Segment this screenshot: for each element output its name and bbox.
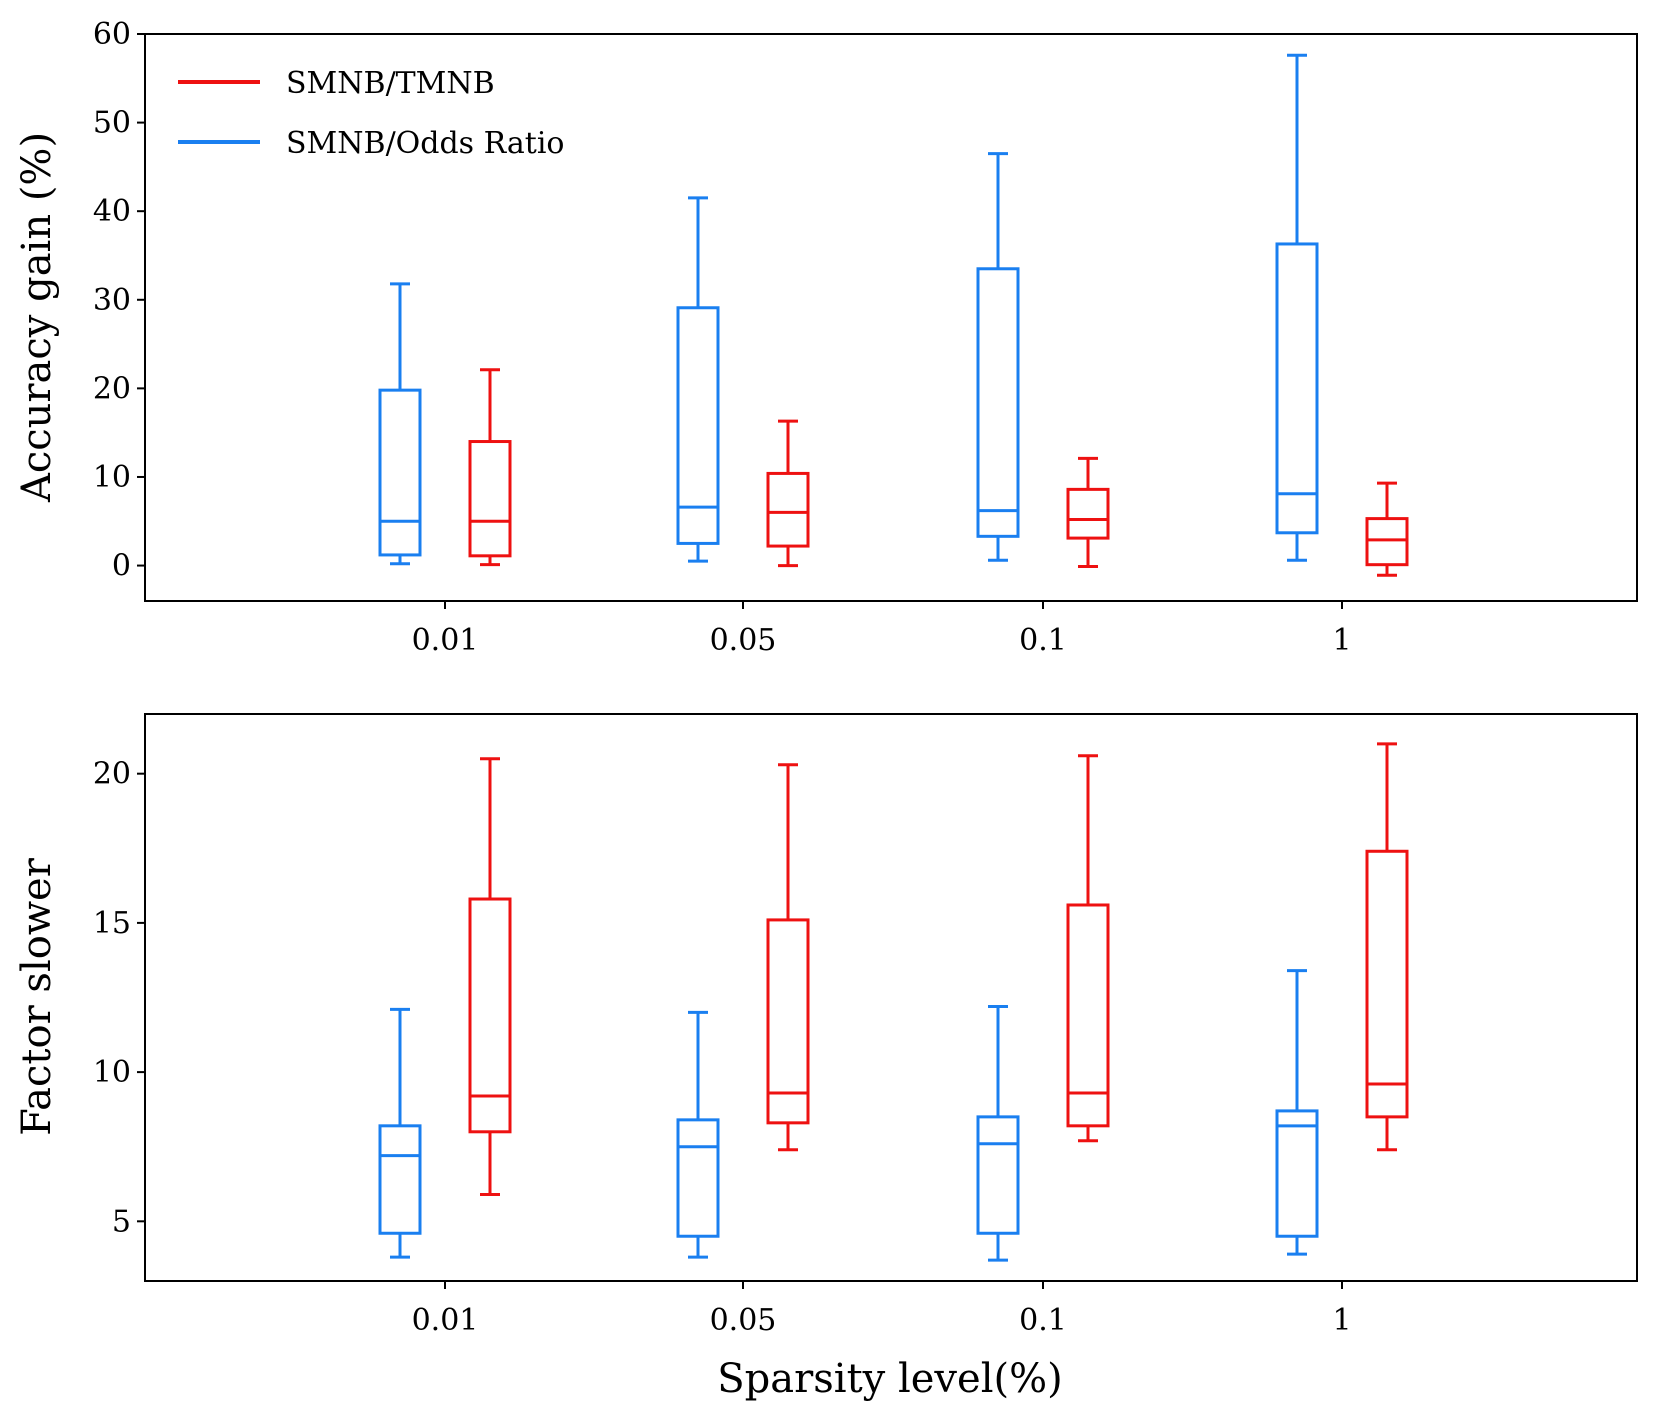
legend-label-smnb-odds-ratio: SMNB/Odds Ratio	[286, 126, 564, 161]
top-y-tick-label: 10	[93, 460, 131, 495]
top-box-smnb-odds-ratio-3	[1275, 53, 1319, 562]
box-body	[1275, 242, 1319, 535]
top-y-tick-label: 60	[93, 17, 131, 52]
bottom-plot-frame	[144, 713, 1638, 1282]
box-body	[378, 1124, 422, 1235]
top-y-tick-label: 40	[93, 194, 131, 229]
bottom-y-tick-label: 10	[93, 1055, 131, 1090]
top-y-tick-label: 50	[93, 106, 131, 141]
bottom-x-tick-label: 0.05	[710, 1303, 777, 1338]
box-body	[378, 388, 422, 557]
bottom-y-ticks: 5 10 15 20	[93, 757, 145, 1239]
box-body	[1066, 487, 1110, 540]
box-body	[1275, 1109, 1319, 1238]
top-box-smnb-odds-ratio-0	[378, 282, 422, 566]
top-box-smnb-tmnb-0	[468, 368, 512, 567]
top-x-tick-label: 0.1	[1019, 623, 1067, 658]
box-body	[976, 1115, 1020, 1235]
top-x-tick-label: 0.05	[710, 623, 777, 658]
top-y-ticks: 0 10 20 30 40 50 60	[93, 17, 145, 584]
bottom-x-tick-label: 0.01	[412, 1303, 479, 1338]
top-y-tick-label: 0	[112, 549, 131, 584]
legend: SMNB/TMNB SMNB/Odds Ratio	[178, 66, 564, 161]
box-body	[976, 267, 1020, 538]
bottom-plot-marks	[378, 742, 1409, 1262]
bottom-box-smnb-tmnb-1	[766, 763, 810, 1152]
top-y-axis-title: Accuracy gain (%)	[14, 132, 60, 503]
top-y-tick-label: 20	[93, 371, 131, 406]
bottom-y-tick-label: 5	[112, 1204, 131, 1239]
bottom-box-smnb-odds-ratio-0	[378, 1007, 422, 1259]
legend-label-smnb-tmnb: SMNB/TMNB	[286, 66, 495, 101]
bottom-panel: 5 10 15 20 0.01 0.05 0.1 1 Factor slower Spars…	[14, 713, 1638, 1402]
top-plot-frame	[144, 33, 1638, 602]
top-box-smnb-odds-ratio-1	[676, 196, 720, 563]
bottom-box-smnb-odds-ratio-3	[1275, 969, 1319, 1256]
top-plot-marks	[378, 53, 1409, 577]
bottom-y-tick-label: 15	[93, 906, 131, 941]
box-body	[1365, 849, 1409, 1119]
box-body	[676, 1118, 720, 1238]
box-body	[468, 440, 512, 558]
top-x-ticks: 0.01 0.05 0.1 1	[412, 601, 1352, 658]
box-body	[1365, 517, 1409, 567]
x-axis-title: Sparsity level(%)	[717, 1356, 1062, 1402]
bottom-box-smnb-tmnb-0	[468, 757, 512, 1196]
top-box-smnb-tmnb-3	[1365, 481, 1409, 577]
top-x-tick-label: 1	[1332, 623, 1351, 658]
bottom-y-tick-label: 20	[93, 757, 131, 792]
bottom-x-ticks: 0.01 0.05 0.1 1	[412, 1281, 1352, 1338]
top-y-tick-label: 30	[93, 283, 131, 318]
bottom-y-axis-title: Factor slower	[14, 857, 60, 1136]
bottom-x-tick-label: 1	[1332, 1303, 1351, 1338]
bottom-box-smnb-tmnb-3	[1365, 742, 1409, 1152]
bottom-box-smnb-odds-ratio-1	[676, 1010, 720, 1259]
bottom-box-smnb-tmnb-2	[1066, 754, 1110, 1143]
top-panel: 0 10 20 30 40 50 60 0.01 0.05 0.1 1 Accuracy gain…	[14, 17, 1638, 658]
box-body	[766, 471, 810, 548]
top-box-smnb-tmnb-2	[1066, 456, 1110, 568]
top-box-smnb-odds-ratio-2	[976, 152, 1020, 562]
top-box-smnb-tmnb-1	[766, 419, 810, 568]
bottom-x-tick-label: 0.1	[1019, 1303, 1067, 1338]
bottom-box-smnb-odds-ratio-2	[976, 1004, 1020, 1262]
top-x-tick-label: 0.01	[412, 623, 479, 658]
